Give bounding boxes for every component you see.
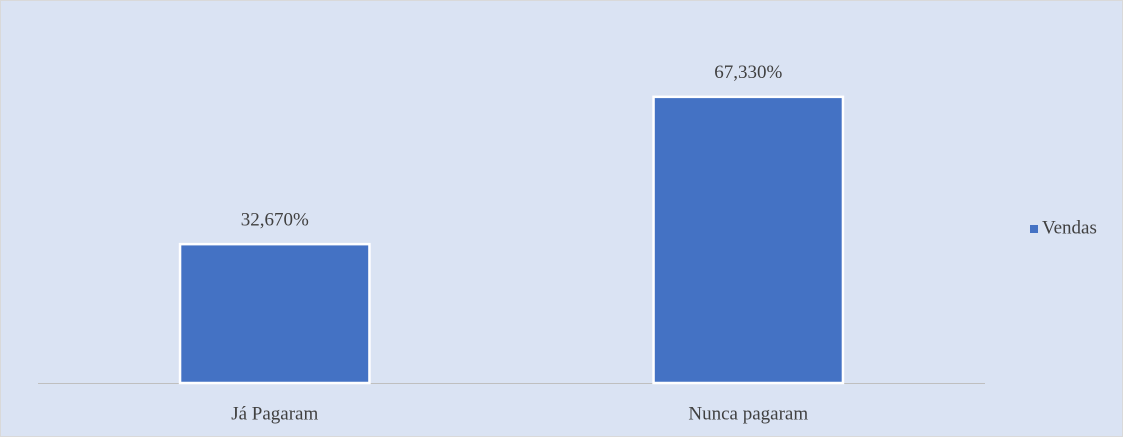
x-tick-label: Já Pagaram — [231, 403, 318, 424]
data-label: 32,670% — [241, 210, 309, 231]
legend-label: Vendas — [1042, 217, 1097, 238]
bar — [178, 242, 371, 385]
bar — [652, 95, 845, 385]
data-label: 67,330% — [714, 62, 782, 83]
legend-swatch — [1030, 225, 1038, 233]
x-tick-label: Nunca pagaram — [688, 403, 808, 424]
